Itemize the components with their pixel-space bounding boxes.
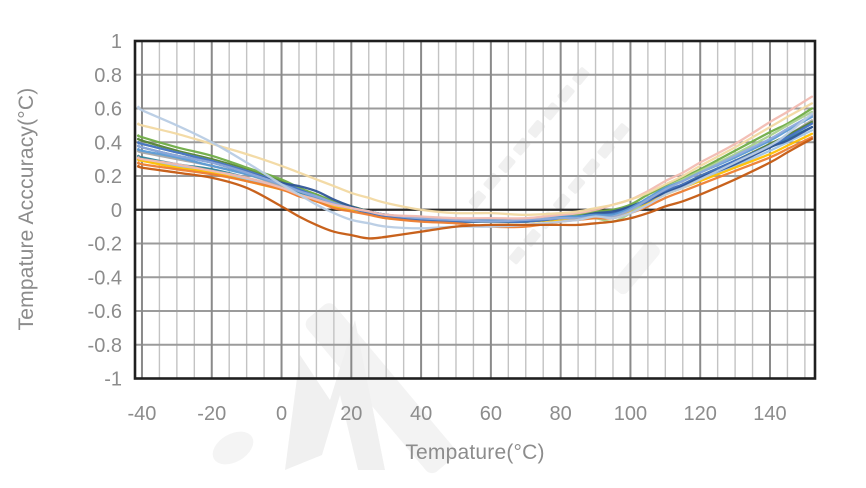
- watermark-mark: [483, 172, 501, 191]
- y-axis-title: Tempature Acccuracy(°C): [15, 87, 38, 331]
- x-tick-label: 100: [614, 403, 647, 425]
- x-tick-label: -20: [197, 403, 226, 425]
- x-tick-label: 20: [340, 403, 362, 425]
- series-line-dark-orange: [136, 137, 814, 240]
- series-line-wheat: [136, 102, 814, 216]
- watermark-blob: [212, 431, 254, 465]
- x-tick-label: 60: [480, 403, 502, 425]
- watermark-mark: [567, 176, 586, 194]
- y-tick-label: -0.4: [88, 267, 122, 289]
- watermark-mark: [523, 228, 541, 247]
- y-tick-label: 0.6: [94, 99, 122, 121]
- series-line-lavender: [136, 114, 814, 223]
- x-tick-label: 120: [684, 403, 717, 425]
- x-axis-title: Tempature(°C): [405, 441, 545, 464]
- x-tick-label: 0: [276, 403, 287, 425]
- grid: [135, 41, 815, 379]
- y-tick-label: 0.4: [94, 132, 122, 154]
- y-tick-label: 1: [111, 31, 122, 53]
- y-tick-label: 0: [111, 200, 122, 222]
- y-tick-label: -0.6: [88, 301, 122, 323]
- tick-labels: 1 0.8 0.6 0.4 0.2 0 -0.2 -0.4 -0.6 -0.8 -1 -40 -20 0 2…: [88, 31, 787, 425]
- watermark-mark: [527, 120, 546, 138]
- series-group: [136, 95, 814, 240]
- x-tick-label: 40: [410, 403, 432, 425]
- watermark-mark: [542, 102, 560, 121]
- x-tick-label: -40: [128, 403, 157, 425]
- watermark-mark: [508, 246, 526, 265]
- watermark-mark: [557, 84, 575, 103]
- series-line-pink: [136, 95, 814, 220]
- y-tick-label: 0.2: [94, 166, 122, 188]
- watermark-glyph: [285, 320, 385, 470]
- y-tick-label: 0.8: [94, 65, 122, 87]
- series-line-pale-blue: [136, 105, 814, 230]
- y-tick-label: -0.2: [88, 234, 122, 256]
- watermark-mark: [498, 155, 516, 174]
- plot-border: [133, 39, 817, 380]
- watermark-mark: [597, 140, 615, 159]
- watermark-band: [468, 67, 590, 209]
- watermark-mark: [572, 67, 590, 85]
- y-tick-label: -0.8: [88, 335, 122, 357]
- x-tick-label: 80: [550, 403, 572, 425]
- y-tick-label: -1: [104, 369, 122, 391]
- watermark-mark: [612, 123, 630, 141]
- watermark-mark: [553, 193, 571, 212]
- x-tick-label: 140: [753, 403, 786, 425]
